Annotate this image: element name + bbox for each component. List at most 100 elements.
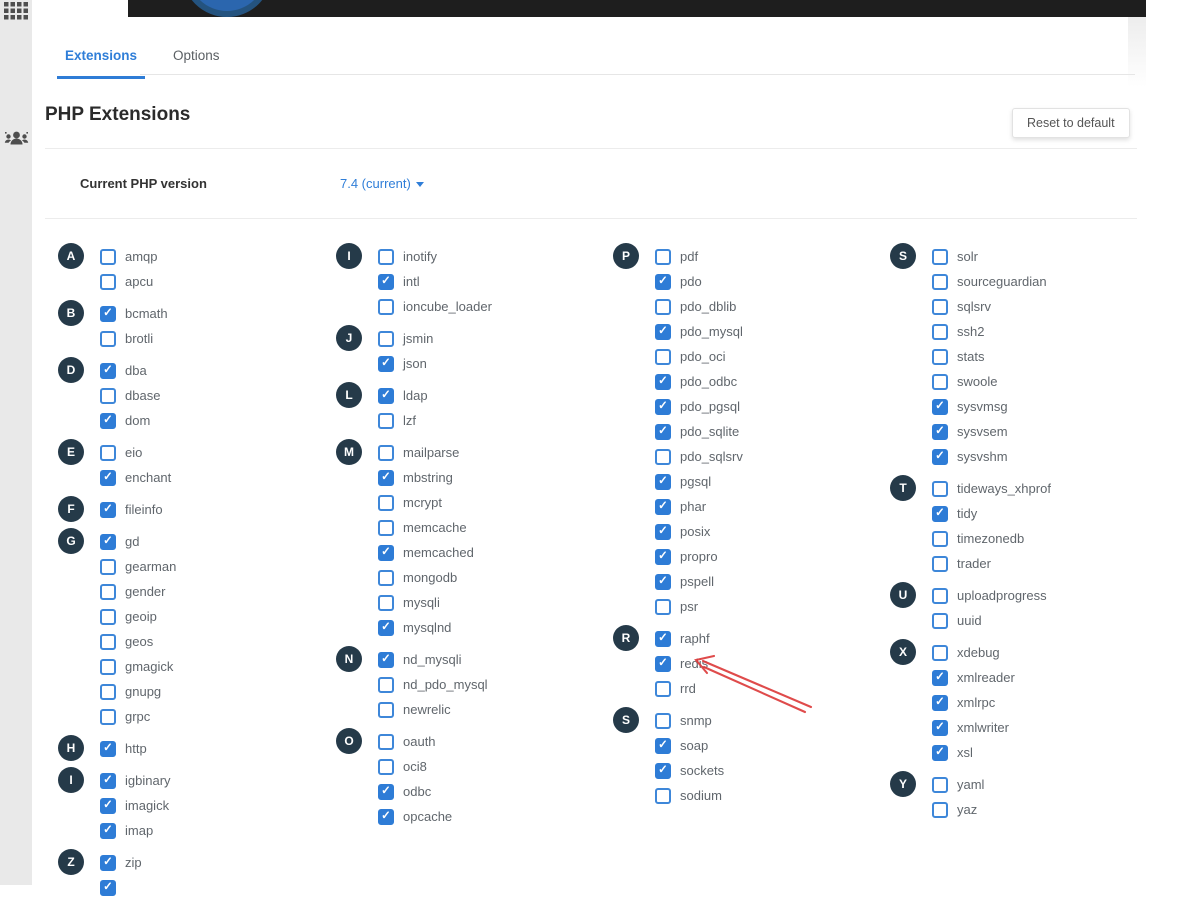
extension-item-dba[interactable]: ✓ dba <box>100 358 318 383</box>
checkbox-checked-posix[interactable]: ✓ <box>655 523 671 540</box>
checkbox-checked-phar[interactable]: ✓ <box>655 498 671 515</box>
checkbox-unchecked-brotli[interactable] <box>100 330 116 347</box>
extension-item-phar[interactable]: ✓ phar <box>655 494 873 519</box>
checkbox-checked-pdo_pgsql[interactable]: ✓ <box>655 398 671 415</box>
extension-label[interactable]: intl <box>403 274 420 289</box>
checkbox-checked-odbc[interactable]: ✓ <box>378 783 394 800</box>
extension-label[interactable]: pdo_mysql <box>680 324 743 339</box>
extension-item-solr[interactable]: solr <box>932 244 1150 269</box>
checkbox-checked-bcmath[interactable]: ✓ <box>100 305 116 322</box>
extension-item-yaml[interactable]: yaml <box>932 772 1150 797</box>
tab-extensions[interactable]: Extensions <box>57 40 146 79</box>
extension-label[interactable]: tideways_xhprof <box>957 481 1051 496</box>
checkbox-unchecked-stats[interactable] <box>932 348 948 365</box>
extension-label[interactable]: pdo <box>680 274 702 289</box>
checkbox-checked-dba[interactable]: ✓ <box>100 362 116 379</box>
checkbox-checked-zip[interactable]: ✓ <box>100 854 116 871</box>
checkbox-unchecked-solr[interactable] <box>932 248 948 265</box>
checkbox-unchecked-rrd[interactable] <box>655 680 671 697</box>
checkbox-unchecked-mailparse[interactable] <box>378 444 394 461</box>
extension-label[interactable]: sockets <box>680 763 725 778</box>
extension-item-uuid[interactable]: uuid <box>932 608 1150 633</box>
checkbox-checked-http[interactable]: ✓ <box>100 740 116 757</box>
extension-label[interactable]: yaz <box>957 802 978 817</box>
extension-label[interactable]: imap <box>125 823 154 838</box>
extension-label[interactable]: gmagick <box>125 659 174 674</box>
extension-label[interactable]: pdo_odbc <box>680 374 738 389</box>
checkbox-unchecked-jsmin[interactable] <box>378 330 394 347</box>
extension-label[interactable]: snmp <box>680 713 712 728</box>
extension-label[interactable]: mysqlnd <box>403 620 452 635</box>
extension-label[interactable]: nd_mysqli <box>403 652 462 667</box>
extension-item-mbstring[interactable]: ✓ mbstring <box>378 465 596 490</box>
checkbox-checked-ldap[interactable]: ✓ <box>378 387 394 404</box>
extension-label[interactable]: tidy <box>957 506 978 521</box>
extension-item-tideways_xhprof[interactable]: tideways_xhprof <box>932 476 1150 501</box>
extension-item-newrelic[interactable]: newrelic <box>378 697 596 722</box>
extension-item-fileinfo[interactable]: ✓ fileinfo <box>100 497 318 522</box>
user-group-icon[interactable] <box>4 128 29 152</box>
extension-item-opcache[interactable]: ✓ opcache <box>378 804 596 829</box>
extension-item-mysqli[interactable]: mysqli <box>378 590 596 615</box>
checkbox-checked-pdo_mysql[interactable]: ✓ <box>655 323 671 340</box>
extension-label[interactable]: pspell <box>680 574 714 589</box>
extension-label[interactable]: odbc <box>403 784 432 799</box>
checkbox-checked-redis[interactable]: ✓ <box>655 655 671 672</box>
extension-item-gnupg[interactable]: gnupg <box>100 679 318 704</box>
extension-item-tidy[interactable]: ✓ tidy <box>932 501 1150 526</box>
extension-item-xmlreader[interactable]: ✓ xmlreader <box>932 665 1150 690</box>
extension-label[interactable]: sqlsrv <box>957 299 991 314</box>
extension-label[interactable]: psr <box>680 599 699 614</box>
extension-item-odbc[interactable]: ✓ odbc <box>378 779 596 804</box>
checkbox-checked-tidy[interactable]: ✓ <box>932 505 948 522</box>
extension-label[interactable]: propro <box>680 549 718 564</box>
checkbox-checked-xsl[interactable]: ✓ <box>932 744 948 761</box>
extension-item-json[interactable]: ✓ json <box>378 351 596 376</box>
extension-label[interactable]: sysvsem <box>957 424 1008 439</box>
extension-label[interactable]: pgsql <box>680 474 712 489</box>
checkbox-checked-memcached[interactable]: ✓ <box>378 544 394 561</box>
checkbox-unchecked-amqp[interactable] <box>100 248 116 265</box>
extension-item-sqlsrv[interactable]: sqlsrv <box>932 294 1150 319</box>
extension-item-memcached[interactable]: ✓ memcached <box>378 540 596 565</box>
checkbox-unchecked-mongodb[interactable] <box>378 569 394 586</box>
checkbox-unchecked-pdo_dblib[interactable] <box>655 298 671 315</box>
extension-label[interactable]: oauth <box>403 734 436 749</box>
extension-item-ldap[interactable]: ✓ ldap <box>378 383 596 408</box>
extension-label[interactable]: gearman <box>125 559 177 574</box>
extension-label[interactable]: igbinary <box>125 773 171 788</box>
extension-item-jsmin[interactable]: jsmin <box>378 326 596 351</box>
checkbox-unchecked-ioncube_loader[interactable] <box>378 298 394 315</box>
extension-label[interactable]: pdo_pgsql <box>680 399 740 414</box>
checkbox-checked-dom[interactable]: ✓ <box>100 412 116 429</box>
extension-label[interactable]: timezonedb <box>957 531 1025 546</box>
extension-item-pdo_dblib[interactable]: pdo_dblib <box>655 294 873 319</box>
extension-label[interactable]: memcached <box>403 545 474 560</box>
extension-item-ssh2[interactable]: ssh2 <box>932 319 1150 344</box>
extension-label[interactable]: lzf <box>403 413 416 428</box>
checkbox-unchecked-lzf[interactable] <box>378 412 394 429</box>
extension-item-swoole[interactable]: swoole <box>932 369 1150 394</box>
extension-label[interactable]: mysqli <box>403 595 440 610</box>
extension-label[interactable]: xmlrpc <box>957 695 996 710</box>
checkbox-checked-xmlwriter[interactable]: ✓ <box>932 719 948 736</box>
extension-label[interactable]: http <box>125 741 147 756</box>
checkbox-checked-enchant[interactable]: ✓ <box>100 469 116 486</box>
extension-item-sodium[interactable]: sodium <box>655 783 873 808</box>
extension-label[interactable]: ioncube_loader <box>403 299 492 314</box>
extension-item-bcmath[interactable]: ✓ bcmath <box>100 301 318 326</box>
checkbox-unchecked-sourceguardian[interactable] <box>932 273 948 290</box>
extension-item-imagick[interactable]: ✓ imagick <box>100 793 318 818</box>
extension-item-rrd[interactable]: rrd <box>655 676 873 701</box>
extension-item-xmlwriter[interactable]: ✓ xmlwriter <box>932 715 1150 740</box>
extension-label[interactable]: sourceguardian <box>957 274 1047 289</box>
checkbox-unchecked-yaz[interactable] <box>932 801 948 818</box>
extension-label[interactable]: yaml <box>957 777 985 792</box>
extension-label[interactable]: redis <box>680 656 709 671</box>
extension-label[interactable]: sysvshm <box>957 449 1008 464</box>
extension-label[interactable]: swoole <box>957 374 998 389</box>
extension-item-yaz[interactable]: yaz <box>932 797 1150 822</box>
extension-label[interactable]: gender <box>125 584 166 599</box>
extension-item-nd_pdo_mysql[interactable]: nd_pdo_mysql <box>378 672 596 697</box>
extension-label[interactable]: pdf <box>680 249 699 264</box>
